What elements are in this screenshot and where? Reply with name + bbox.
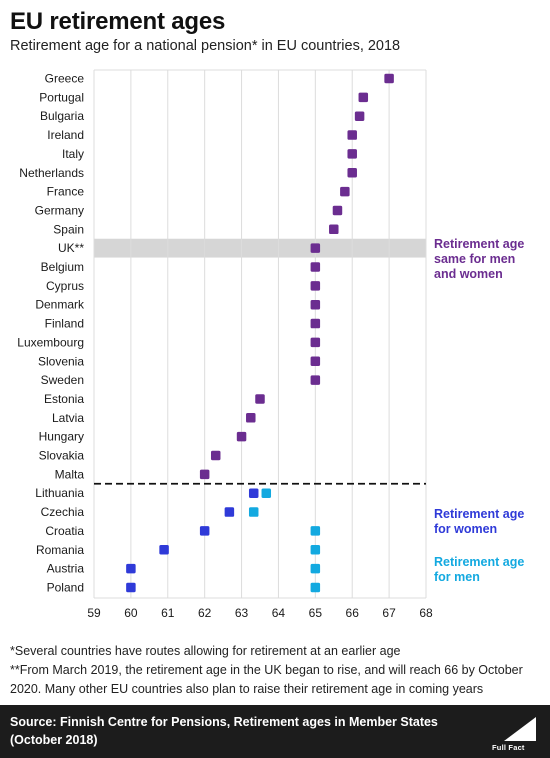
point-same-luxembourg: [310, 337, 321, 348]
legend-men: Retirement age for men: [434, 555, 524, 584]
point-same-italy: [347, 149, 357, 159]
point-men-czechia: [248, 507, 259, 517]
x-tick-label-60: 60: [124, 606, 138, 620]
point-same-cyprus: [310, 281, 321, 291]
point-men-romania: [310, 545, 321, 555]
chart-subtitle: Retirement age for a national pension* i…: [10, 38, 401, 54]
category-label-cyprus: Cyprus: [46, 279, 84, 293]
point-same-uk: [310, 243, 321, 253]
x-tick-label-68: 68: [419, 606, 433, 620]
category-label-bulgaria: Bulgaria: [40, 109, 84, 123]
point-same-finland: [310, 318, 321, 329]
legend-women-line-1: Retirement age: [434, 507, 524, 521]
retirement-age-chart: Greece Portugal Bulgaria Ireland Italy Nether…: [17, 69, 524, 620]
category-label-estonia: Estonia: [44, 392, 84, 406]
point-men-austria: [310, 563, 321, 574]
legend-same-line-2: same for men: [434, 252, 515, 266]
category-label-france: France: [47, 185, 85, 199]
point-same-france: [340, 186, 350, 197]
x-tick-label-59: 59: [87, 606, 101, 620]
point-same-latvia: [246, 413, 256, 423]
footnote-uk-change: **From March 2019, the retirement age in…: [10, 663, 523, 696]
point-same-slovenia: [310, 356, 321, 366]
point-same-bulgaria: [354, 111, 365, 121]
category-label-portugal: Portugal: [39, 90, 84, 104]
point-same-ireland: [347, 130, 357, 140]
point-women-poland: [126, 582, 136, 593]
category-label-poland: Poland: [47, 580, 84, 594]
category-label-greece: Greece: [45, 72, 85, 86]
point-men-croatia: [310, 526, 321, 536]
x-tick-label-67: 67: [382, 606, 396, 620]
point-men-poland: [310, 582, 321, 593]
legend-men-line-1: Retirement age: [434, 555, 524, 569]
point-same-spain: [329, 224, 339, 235]
point-same-malta: [199, 469, 210, 480]
point-women-croatia: [199, 526, 210, 536]
point-same-slovakia: [210, 450, 221, 461]
category-label-ireland: Ireland: [47, 128, 84, 142]
legend-women-line-2: for women: [434, 522, 497, 536]
category-label-czechia: Czechia: [41, 505, 85, 519]
x-tick-label-66: 66: [346, 606, 360, 620]
legend-same-line-3: and women: [434, 267, 503, 281]
category-label-latvia: Latvia: [52, 411, 84, 425]
category-label-lithuania: Lithuania: [35, 486, 84, 500]
legend-women: Retirement age for women: [434, 507, 524, 536]
category-label-romania: Romania: [36, 543, 84, 557]
point-same-denmark: [310, 299, 321, 310]
legend-same: Retirement age same for men and women: [434, 237, 524, 281]
legend-men-line-2: for men: [434, 570, 480, 584]
point-same-hungary: [236, 431, 247, 442]
point-same-netherlands: [347, 168, 357, 178]
category-label-netherlands: Netherlands: [19, 166, 84, 180]
full-fact-logo-icon: [504, 717, 536, 741]
point-same-portugal: [358, 92, 369, 103]
legend-same-line-1: Retirement age: [434, 237, 524, 251]
point-women-austria: [126, 563, 136, 574]
category-label-germany: Germany: [35, 203, 84, 217]
x-tick-label-62: 62: [198, 606, 212, 620]
point-same-estonia: [255, 394, 265, 404]
category-label-slovenia: Slovenia: [38, 354, 84, 368]
category-label-luxembourg: Luxembourg: [17, 335, 84, 349]
category-label-austria: Austria: [47, 562, 85, 576]
x-tick-label-63: 63: [235, 606, 249, 620]
x-tick-label-65: 65: [309, 606, 323, 620]
footer-bar: Source: Finnish Centre for Pensions, Ret…: [0, 705, 550, 758]
point-same-sweden: [310, 375, 321, 385]
point-same-greece: [384, 73, 394, 84]
category-label-spain: Spain: [53, 222, 84, 236]
point-women-lithuania: [248, 488, 259, 498]
x-tick-label-61: 61: [161, 606, 175, 620]
source-note: Source: Finnish Centre for Pensions, Ret…: [10, 713, 480, 749]
point-same-belgium: [310, 262, 321, 272]
uk-highlight-band: [94, 238, 426, 258]
category-label-sweden: Sweden: [41, 373, 84, 387]
point-same-germany: [332, 205, 343, 216]
category-label-slovakia: Slovakia: [39, 449, 85, 463]
category-label-malta: Malta: [55, 467, 85, 481]
category-label-hungary: Hungary: [39, 430, 84, 444]
category-label-belgium: Belgium: [41, 260, 84, 274]
source-text: Finnish Centre for Pensions, Retirement …: [10, 715, 438, 747]
x-tick-label-64: 64: [272, 606, 286, 620]
category-label-finland: Finland: [45, 317, 84, 331]
footnote-earlier-retirement: *Several countries have routes allowing …: [10, 644, 401, 658]
point-women-romania: [159, 545, 169, 555]
source-label: Source:: [10, 715, 57, 729]
full-fact-logo-text: Full Fact: [492, 743, 525, 752]
chart-title: EU retirement ages: [10, 8, 226, 35]
point-men-lithuania: [261, 488, 272, 498]
category-label-denmark: Denmark: [35, 298, 85, 312]
category-label-uk: UK**: [58, 241, 84, 255]
point-women-czechia: [224, 507, 235, 517]
category-label-italy: Italy: [62, 147, 84, 161]
category-label-croatia: Croatia: [45, 524, 84, 538]
footnotes: *Several countries have routes allowing …: [10, 642, 540, 699]
